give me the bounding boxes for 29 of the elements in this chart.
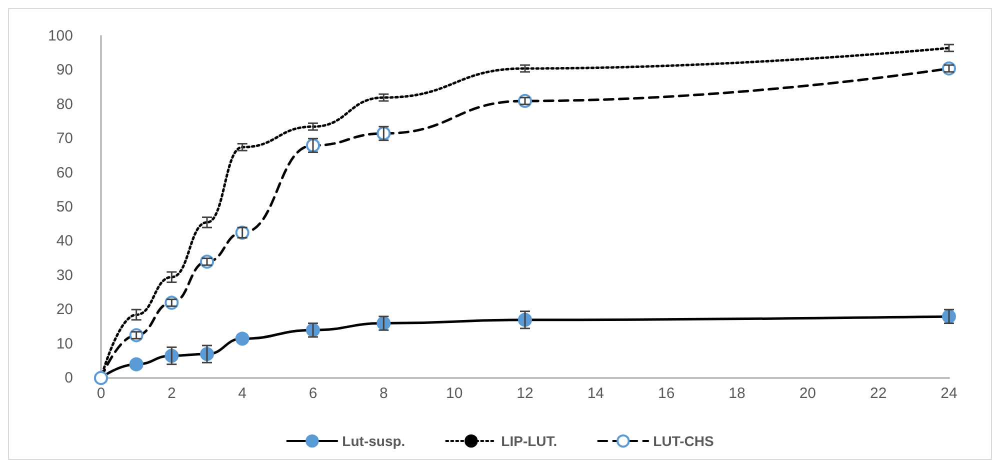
y-tick-label: 20 xyxy=(56,301,73,318)
x-tick-label: 16 xyxy=(658,385,675,402)
y-tick-label: 70 xyxy=(56,130,73,148)
x-tick-label: 4 xyxy=(238,385,247,402)
legend-label: LUT-CHS xyxy=(653,433,714,449)
y-tick-label: 30 xyxy=(56,266,73,284)
x-tick-label: 8 xyxy=(379,385,388,402)
x-tick-label: 2 xyxy=(167,385,176,402)
y-tick-label: 100 xyxy=(48,28,73,44)
x-tick-label: 18 xyxy=(728,385,746,402)
x-tick-label: 6 xyxy=(308,385,318,402)
x-tick-label: 0 xyxy=(96,385,106,402)
x-tick-label: 22 xyxy=(870,385,887,402)
x-tick-label: 20 xyxy=(799,385,816,402)
y-tick-label: 60 xyxy=(56,164,73,182)
y-tick-label: 0 xyxy=(64,370,73,386)
point xyxy=(129,357,144,372)
x-tick-label: 24 xyxy=(940,385,958,402)
y-tick-label: 90 xyxy=(56,62,73,79)
point xyxy=(235,332,250,346)
x-tick-label: 14 xyxy=(587,385,604,402)
y-tick-label: 40 xyxy=(56,232,73,250)
x-tick-label: 12 xyxy=(516,385,534,402)
y-tick-label: 50 xyxy=(56,198,73,216)
x-tick-label: 10 xyxy=(446,385,463,402)
y-tick-label: 80 xyxy=(56,96,73,113)
legend-label: Lut-susp. xyxy=(342,433,406,449)
y-tick-label: 10 xyxy=(56,335,73,352)
legend-label: LIP-LUT. xyxy=(501,433,558,449)
